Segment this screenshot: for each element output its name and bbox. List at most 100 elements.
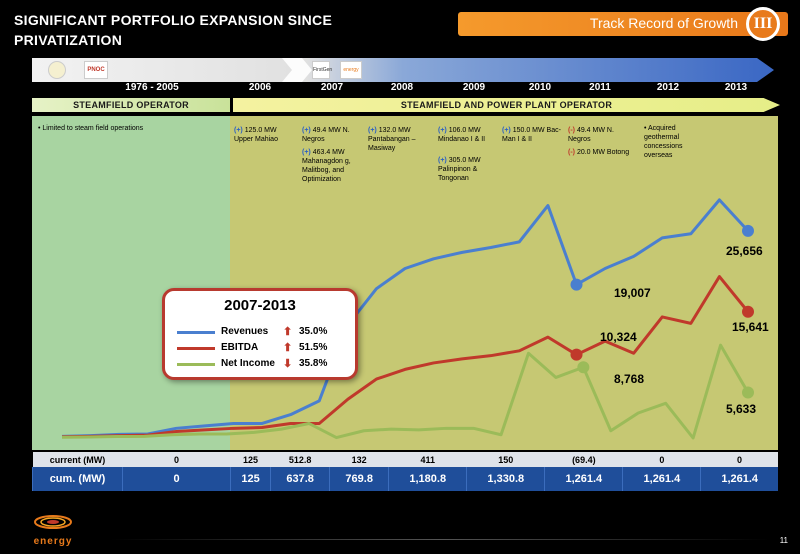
legend-item-ebitda: EBITDA ⬆ 51.5% — [177, 341, 351, 355]
table-cell: 0 — [700, 452, 778, 467]
note-2011a: (-) 49.4 MW N. Negros — [568, 126, 634, 144]
legend-box: 2007-2013 Revenues ⬆ 35.0% EBITDA ⬆ 51.5… — [162, 288, 358, 380]
note-text: 305.0 MW Palinpinon & Tongonan — [438, 157, 481, 182]
left-bullet: • Limited to steam field operations — [38, 125, 144, 132]
note-text: 20.0 MW Botong — [576, 149, 630, 156]
legend-name: Net Income — [221, 358, 275, 369]
note-text: 132.0 MW Pantabangan – Masiway — [368, 127, 416, 152]
highlight-point — [742, 386, 754, 399]
note-2010: (+) 150.0 MW Bac-Man I & II — [502, 126, 562, 144]
note-2011b: (-) 20.0 MW Botong — [568, 148, 634, 157]
left-bullet-text: Limited to steam field operations — [42, 125, 144, 132]
timeline-period: 2010 — [528, 82, 552, 93]
note-text: 106.0 MW Mindanao I & II — [438, 127, 486, 143]
table-cell: 769.8 — [329, 467, 389, 491]
timeline-period: 2012 — [656, 82, 680, 93]
row-label: current (MW) — [32, 452, 123, 467]
ebitda-2013-label: 15,641 — [732, 320, 769, 334]
note-sign: (+) — [368, 127, 377, 134]
table-cell: 150 — [466, 452, 545, 467]
table-cell: 1,261.4 — [622, 467, 701, 491]
note-2007a: (+) 49.4 MW N. Negros — [302, 126, 364, 144]
highlight-point — [742, 305, 754, 318]
footer-divider — [110, 539, 770, 540]
legend-name: EBITDA — [221, 342, 259, 353]
firstgen-logo: FirstGen — [312, 61, 332, 79]
capacity-table: current (MW) 0 125 512.8 132 411 150 (69… — [32, 452, 778, 491]
section-banner-label: Track Record of Growth — [589, 15, 738, 31]
revenue-2013-label: 25,656 — [726, 244, 763, 258]
series-line-net-income — [61, 343, 750, 440]
page-title: SIGNIFICANT PORTFOLIO EXPANSION SINCE PR… — [14, 12, 333, 48]
timeline-period: 2013 — [724, 82, 748, 93]
timeline-period: 2008 — [390, 82, 414, 93]
row-label: cum. (MW) — [32, 467, 123, 491]
phase-steamfield-operator: STEAMFIELD OPERATOR — [32, 98, 230, 112]
note-text: 125.0 MW Upper Mahiao — [234, 127, 278, 143]
legend-value: 35.0% — [299, 326, 328, 337]
note-text: 49.4 MW N. Negros — [302, 127, 350, 143]
pre-2006-pane — [32, 116, 230, 450]
table-cell: 637.8 — [270, 467, 330, 491]
arrow-up-icon: ⬆ — [283, 326, 293, 338]
timeline-period: 1976 - 2005 — [125, 82, 179, 93]
table-row-cumulative: cum. (MW) 0 125 637.8 769.8 1,180.8 1,33… — [32, 467, 778, 491]
timeline-period: 2007 — [320, 82, 344, 93]
arrow-down-icon: ⬇ — [283, 358, 293, 370]
legend-swatch — [177, 331, 215, 334]
legend-name: Revenues — [221, 326, 269, 337]
table-cell: 0 — [122, 452, 231, 467]
note-2007b: (+) 463.4 MW Mahanagdon g, Malitbog, and… — [302, 148, 364, 184]
highlight-point — [742, 224, 754, 237]
table-cell: 132 — [329, 452, 389, 467]
energy-logo-text: energy — [34, 536, 73, 547]
ebitda-2011-label: 10,324 — [600, 330, 637, 344]
note-text: 150.0 MW Bac-Man I & II — [502, 127, 561, 143]
legend-value: 51.5% — [299, 342, 328, 353]
table-cell: 512.8 — [270, 452, 330, 467]
energy-logo-small: energy — [340, 61, 362, 79]
note-sign: (-) — [568, 127, 575, 134]
note-sign: (-) — [568, 149, 575, 156]
pnoc-logo: PNOC — [84, 61, 108, 79]
net-income-2011-label: 8,768 — [614, 372, 645, 386]
legend-value: 35.8% — [299, 358, 328, 369]
energy-logo: energy — [34, 515, 73, 547]
page-number: 11 — [779, 536, 788, 545]
note-sign: (+) — [234, 127, 243, 134]
legend-item-revenues: Revenues ⬆ 35.0% — [177, 325, 351, 339]
note-2008: (+) 132.0 MW Pantabangan – Masiway — [368, 126, 434, 153]
table-cell: 1,180.8 — [388, 467, 467, 491]
note-2009b: (+) 305.0 MW Palinpinon & Tongonan — [438, 156, 500, 183]
legend-title: 2007-2013 — [224, 297, 296, 314]
note-sign: (+) — [302, 149, 311, 156]
highlight-point — [577, 361, 590, 374]
highlight-point — [570, 348, 583, 361]
note-2006: (+) 125.0 MW Upper Mahiao — [234, 126, 294, 144]
section-number-badge: III — [746, 7, 780, 41]
note-text: 463.4 MW Mahanagdon g, Malitbog, and Opt… — [302, 149, 351, 183]
legend-swatch — [177, 363, 215, 366]
table-cell: 411 — [388, 452, 467, 467]
note-sign: (+) — [302, 127, 311, 134]
highlight-point — [570, 278, 583, 291]
table-cell: 125 — [230, 452, 271, 467]
timeline-period: 2011 — [589, 82, 611, 93]
arrow-up-icon: ⬆ — [283, 342, 293, 354]
table-cell: 0 — [122, 467, 231, 491]
table-cell: 1,330.8 — [466, 467, 545, 491]
table-cell: 1,261.4 — [544, 467, 623, 491]
table-row-current: current (MW) 0 125 512.8 132 411 150 (69… — [32, 452, 778, 467]
note-sign: (+) — [502, 127, 511, 134]
legend-item-net-income: Net Income ⬇ 35.8% — [177, 357, 351, 371]
table-cell: 1,261.4 — [700, 467, 778, 491]
philippine-seal-logo — [48, 61, 66, 79]
series-line-revenues — [61, 198, 750, 438]
timeline-period: 2009 — [462, 82, 486, 93]
table-cell: (69.4) — [544, 452, 623, 467]
note-2012: • Acquired geothermal concessions overse… — [644, 125, 683, 159]
note-text: Acquired geothermal concessions overseas — [644, 125, 683, 159]
section-banner: Track Record of Growth III — [458, 7, 788, 41]
table-cell: 0 — [622, 452, 701, 467]
